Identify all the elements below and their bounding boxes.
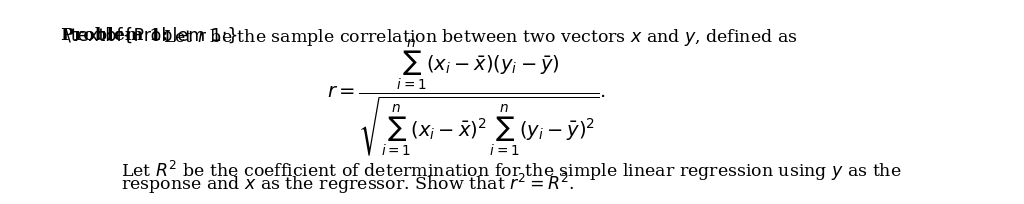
Text: Let $R^2$ be the coefficient of determination for the simple linear regression u: Let $R^2$ be the coefficient of determin… [122, 159, 902, 183]
Text: Problem 1:: Problem 1: [60, 27, 168, 43]
Text: \textbf{Problem 1:}: \textbf{Problem 1:} [66, 27, 239, 44]
Text: Let $r$ be the sample correlation between two vectors $x$ and $y$, defined as: Let $r$ be the sample correlation betwee… [164, 27, 798, 48]
Text: response and $x$ as the regressor. Show that $r^2 = R^2$.: response and $x$ as the regressor. Show … [122, 172, 575, 196]
Text: $r = \dfrac{\sum_{i=1}^{n}(x_i - \bar{x})(y_i - \bar{y})}{\sqrt{\sum_{i=1}^{n}(x: $r = \dfrac{\sum_{i=1}^{n}(x_i - \bar{x}… [328, 38, 606, 158]
